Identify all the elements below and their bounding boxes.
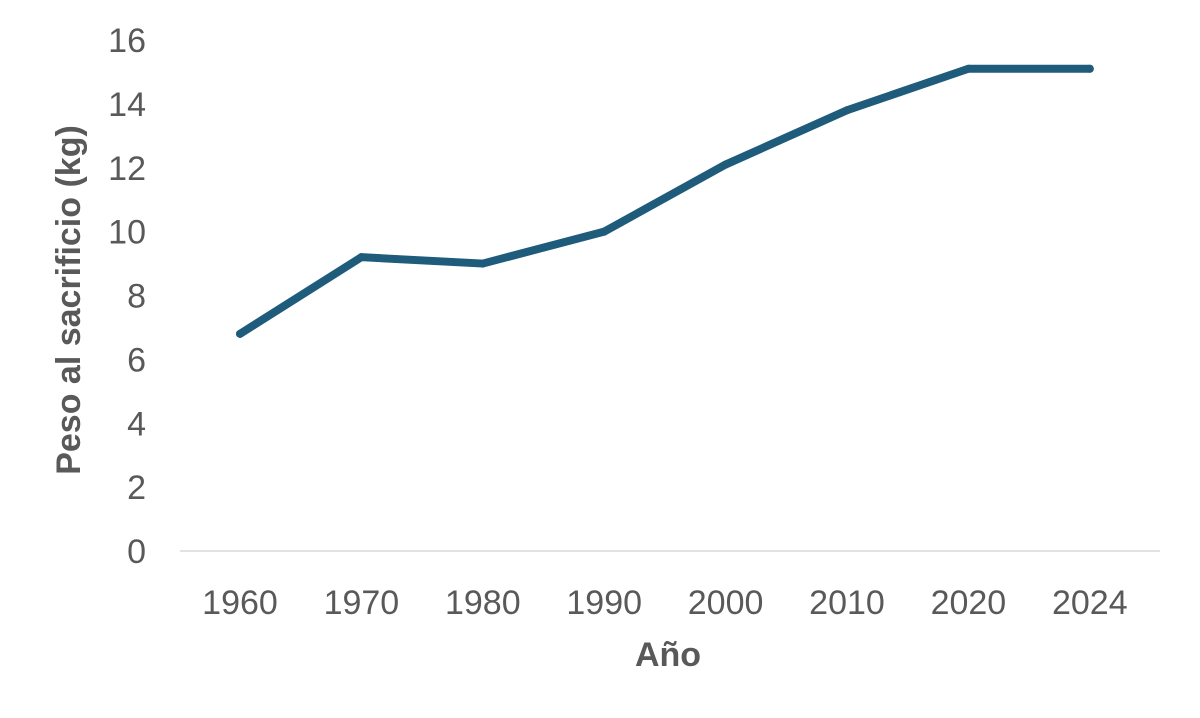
y-tick-label: 4	[127, 405, 146, 443]
data-point	[357, 253, 366, 262]
x-tick-label: 2024	[1052, 584, 1128, 622]
y-axis-title: Peso al sacrificio (kg)	[50, 125, 88, 475]
data-point	[478, 259, 487, 268]
y-tick-labels: 0 2 4 6 8 10 12 14 16	[108, 22, 146, 571]
y-tick-label: 12	[108, 150, 146, 188]
x-tick-label: 1960	[202, 584, 278, 622]
data-point	[964, 64, 973, 73]
data-point	[843, 106, 851, 115]
x-tick-label: 2000	[688, 584, 764, 622]
x-axis-title: Año	[635, 636, 701, 674]
x-tick-label: 1980	[445, 584, 521, 622]
series-layer	[236, 64, 1094, 338]
x-tick-label: 2020	[931, 584, 1007, 622]
y-tick-label: 10	[108, 214, 146, 252]
x-tick-label: 1990	[566, 584, 642, 622]
x-tick-labels: 1960 1970 1980 1990 2000 2010 2020 2024	[202, 584, 1127, 622]
x-tick-label: 2010	[809, 584, 885, 622]
data-point	[1085, 64, 1094, 73]
y-tick-label: 2	[127, 469, 146, 507]
y-tick-label: 6	[127, 341, 146, 379]
series-line	[236, 64, 1094, 338]
data-point	[721, 160, 730, 169]
y-tick-label: 16	[108, 22, 146, 60]
y-tick-label: 0	[127, 533, 146, 571]
y-tick-label: 14	[108, 86, 146, 124]
data-point	[600, 227, 609, 236]
data-point	[236, 329, 244, 338]
y-tick-label: 8	[127, 278, 146, 316]
x-tick-label: 1970	[324, 584, 400, 622]
